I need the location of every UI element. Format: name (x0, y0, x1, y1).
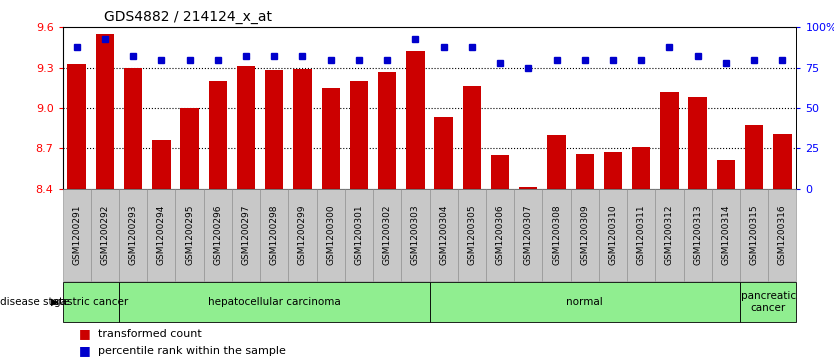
Bar (515, 189, 542, 281)
Bar (265, 70, 284, 189)
Text: GSM1200308: GSM1200308 (552, 205, 561, 265)
Bar (322, 88, 340, 189)
Bar (486, 189, 515, 281)
Bar (768, 189, 796, 281)
Bar (119, 282, 430, 322)
Text: GSM1200294: GSM1200294 (157, 205, 166, 265)
Text: GSM1200309: GSM1200309 (580, 205, 590, 265)
Bar (119, 189, 148, 281)
Bar (740, 282, 796, 322)
Text: GSM1200296: GSM1200296 (214, 205, 223, 265)
Text: percentile rank within the sample: percentile rank within the sample (98, 346, 285, 356)
Bar (773, 134, 791, 189)
Bar (152, 140, 170, 189)
Bar (124, 68, 143, 189)
Bar (63, 189, 91, 281)
Text: gastric cancer: gastric cancer (53, 297, 128, 307)
Bar (148, 189, 175, 281)
Bar (656, 189, 684, 281)
Text: GSM1200297: GSM1200297 (242, 205, 250, 265)
Text: GSM1200302: GSM1200302 (383, 205, 392, 265)
Text: GSM1200311: GSM1200311 (636, 205, 646, 265)
Bar (289, 189, 317, 281)
Bar (208, 81, 227, 189)
Bar (175, 189, 203, 281)
Bar (463, 86, 481, 189)
Bar (745, 126, 763, 189)
Text: GSM1200291: GSM1200291 (73, 205, 81, 265)
Text: GSM1200303: GSM1200303 (411, 205, 420, 265)
Bar (378, 72, 396, 189)
Text: transformed count: transformed count (98, 329, 201, 339)
Text: GSM1200305: GSM1200305 (467, 205, 476, 265)
Text: GSM1200314: GSM1200314 (721, 205, 731, 265)
Bar (661, 92, 679, 189)
Bar (458, 189, 486, 281)
Text: ▶: ▶ (51, 297, 58, 307)
Text: GSM1200295: GSM1200295 (185, 205, 194, 265)
Text: GSM1200301: GSM1200301 (354, 205, 364, 265)
Text: GSM1200307: GSM1200307 (524, 205, 533, 265)
Text: GSM1200306: GSM1200306 (495, 205, 505, 265)
Bar (180, 108, 198, 189)
Bar (63, 282, 119, 322)
Bar (406, 52, 425, 189)
Bar (627, 189, 656, 281)
Bar (435, 117, 453, 189)
Bar (96, 34, 114, 189)
Text: ■: ■ (79, 327, 91, 340)
Bar (232, 189, 260, 281)
Bar (91, 189, 119, 281)
Text: disease state: disease state (0, 297, 69, 307)
Bar (317, 189, 344, 281)
Bar (575, 154, 594, 189)
Bar (237, 66, 255, 189)
Bar (519, 187, 537, 189)
Bar (203, 189, 232, 281)
Bar (430, 282, 740, 322)
Bar (542, 189, 570, 281)
Bar (740, 189, 768, 281)
Bar (547, 135, 565, 189)
Bar (349, 81, 368, 189)
Text: GSM1200313: GSM1200313 (693, 205, 702, 265)
Bar (684, 189, 711, 281)
Bar (689, 97, 707, 189)
Bar (430, 189, 458, 281)
Text: GSM1200300: GSM1200300 (326, 205, 335, 265)
Bar (373, 189, 401, 281)
Bar (604, 152, 622, 189)
Text: ■: ■ (79, 344, 91, 357)
Text: GSM1200293: GSM1200293 (128, 205, 138, 265)
Bar (716, 160, 735, 189)
Bar (632, 147, 651, 189)
Text: GSM1200310: GSM1200310 (609, 205, 617, 265)
Bar (344, 189, 373, 281)
Bar (599, 189, 627, 281)
Bar (570, 189, 599, 281)
Bar (260, 189, 289, 281)
Bar (294, 69, 312, 189)
Text: GSM1200299: GSM1200299 (298, 205, 307, 265)
Text: GDS4882 / 214124_x_at: GDS4882 / 214124_x_at (104, 9, 272, 24)
Text: GSM1200312: GSM1200312 (665, 205, 674, 265)
Text: hepatocellular carcinoma: hepatocellular carcinoma (208, 297, 340, 307)
Text: pancreatic
cancer: pancreatic cancer (741, 291, 796, 313)
Text: GSM1200315: GSM1200315 (750, 205, 759, 265)
Text: normal: normal (566, 297, 603, 307)
Bar (711, 189, 740, 281)
Bar (401, 189, 430, 281)
Text: GSM1200298: GSM1200298 (269, 205, 279, 265)
Text: GSM1200304: GSM1200304 (440, 205, 448, 265)
Text: GSM1200316: GSM1200316 (778, 205, 786, 265)
Text: GSM1200292: GSM1200292 (100, 205, 109, 265)
Bar (68, 64, 86, 189)
Bar (491, 155, 510, 189)
